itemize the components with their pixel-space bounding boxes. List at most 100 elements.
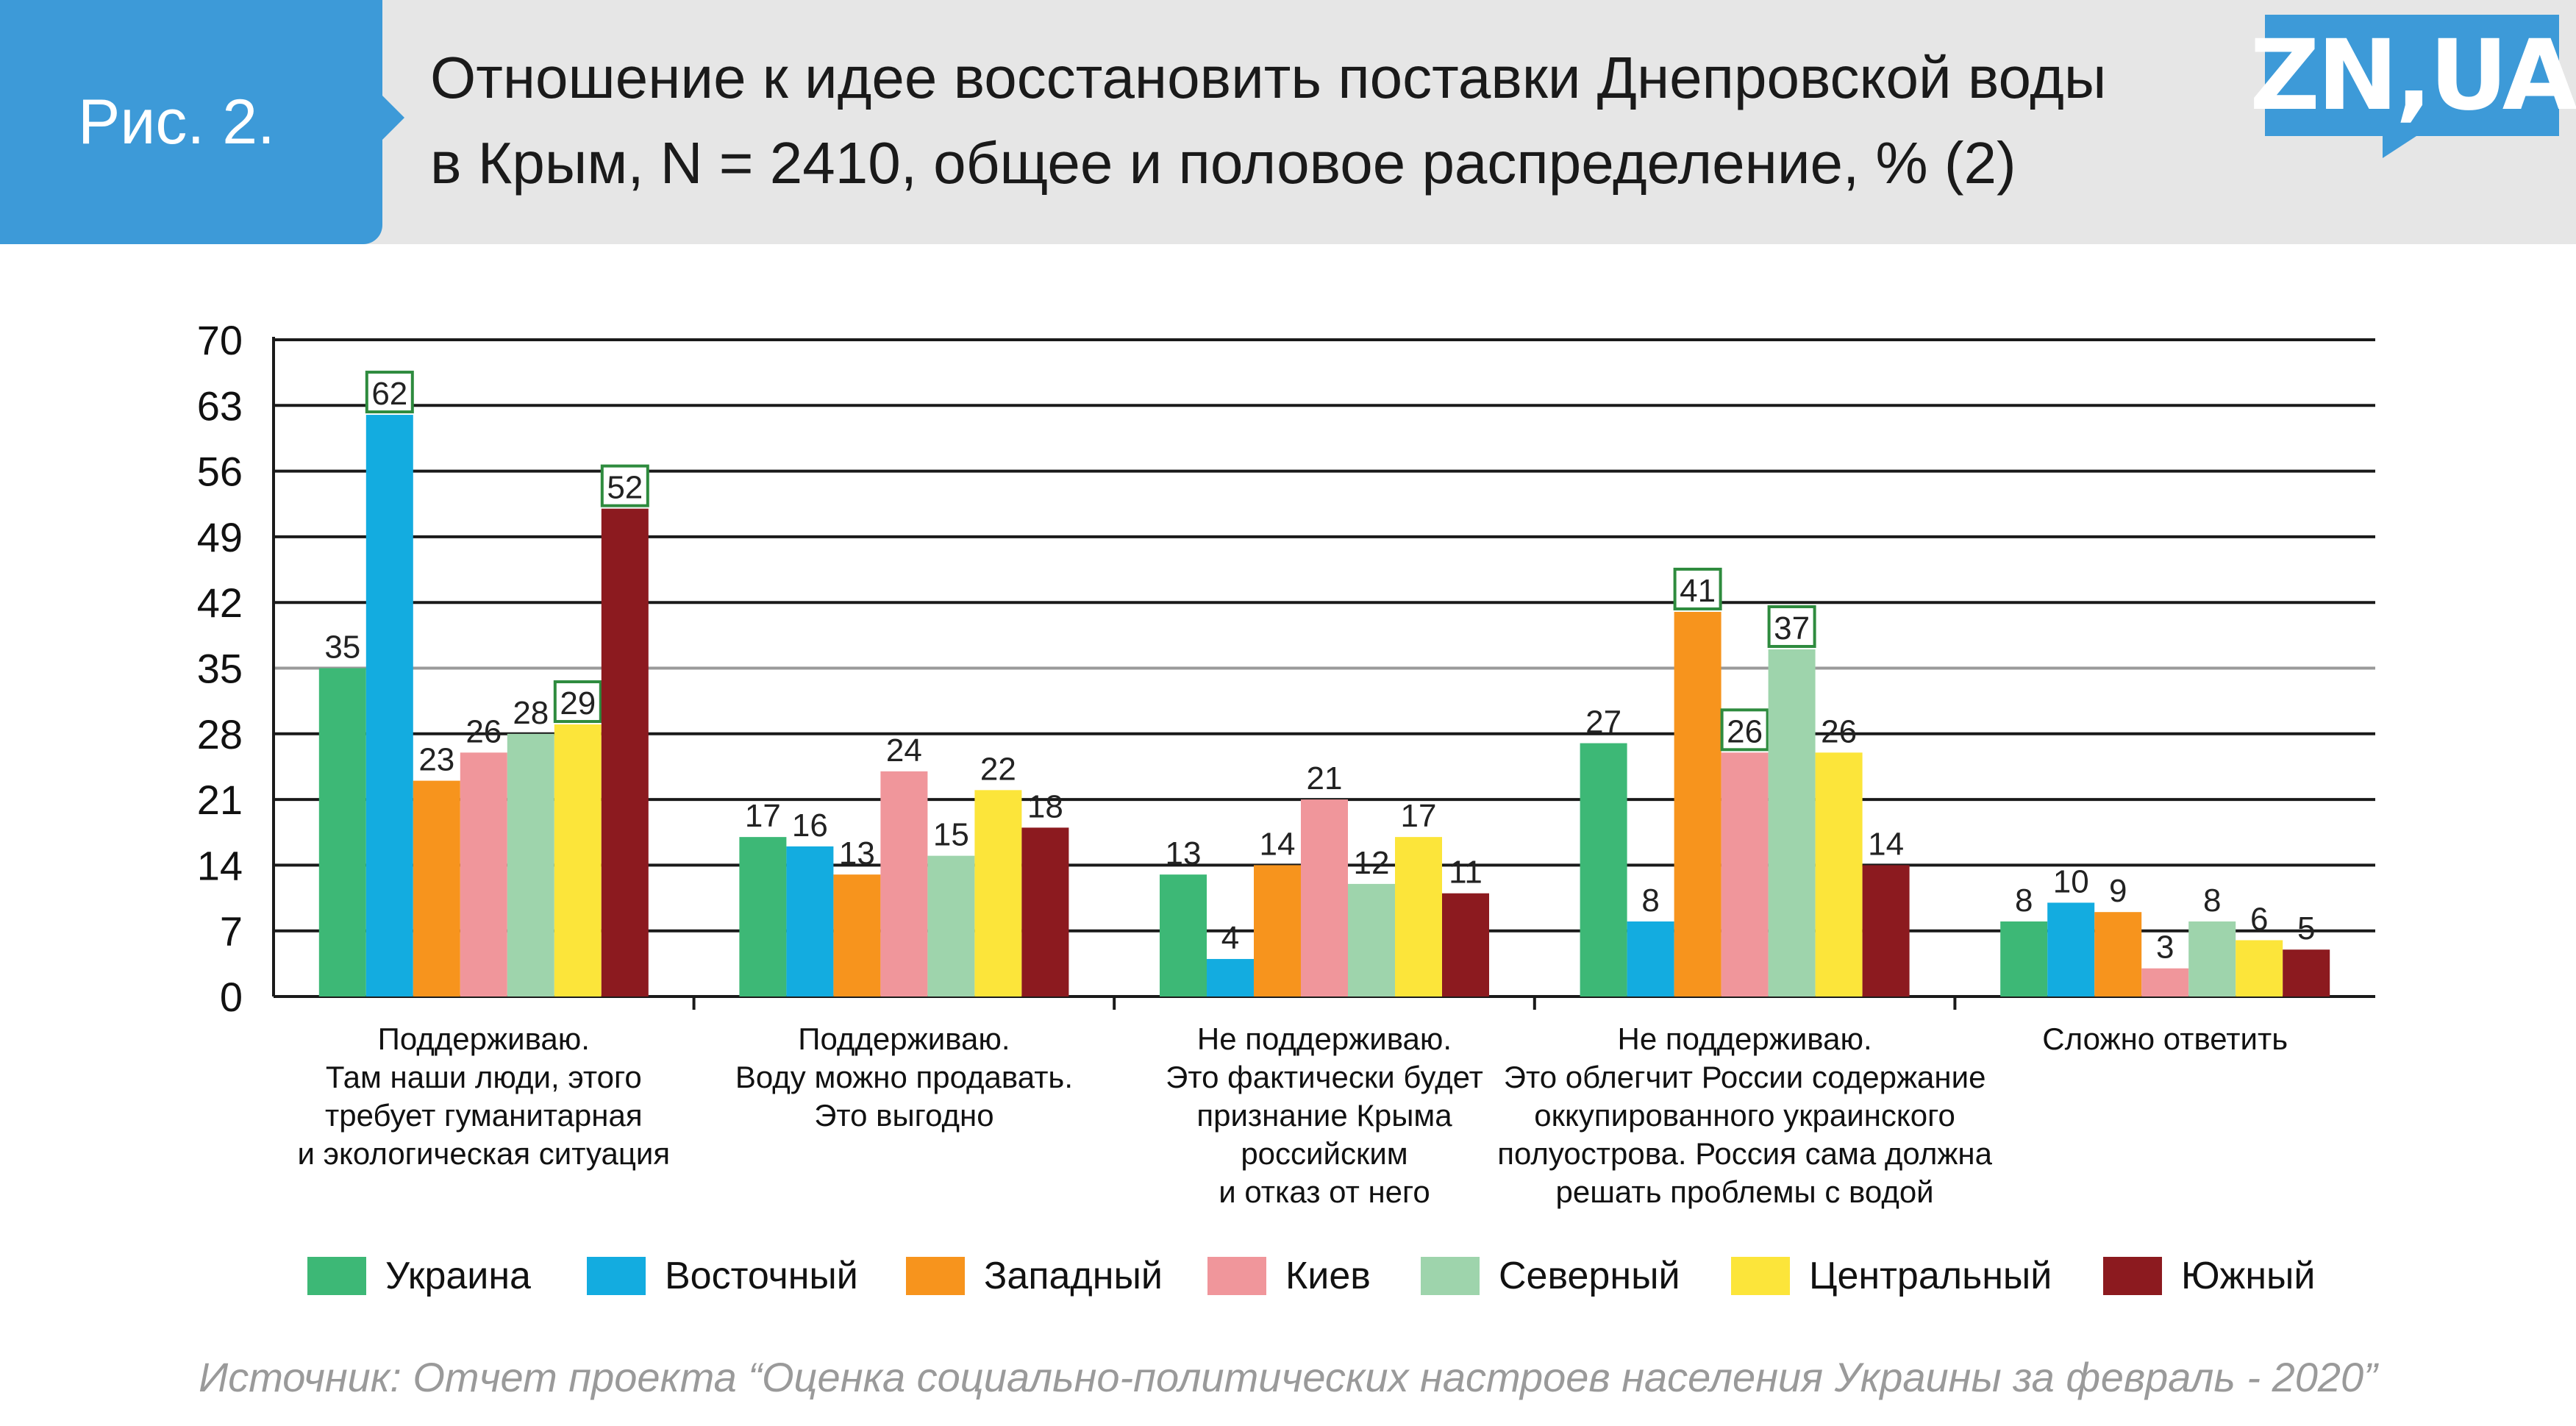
data-label: 27	[1585, 705, 1621, 741]
y-tick-label: 49	[197, 514, 243, 560]
bar	[1815, 752, 1863, 997]
bar	[1160, 874, 1207, 997]
logo-tail	[2383, 136, 2416, 158]
data-label: 26	[465, 713, 502, 749]
data-label: 21	[1307, 760, 1343, 796]
bar	[2094, 912, 2142, 997]
data-label-highlight-box	[553, 680, 602, 724]
legend-item: Центральный	[1731, 1250, 2052, 1302]
data-label: 62	[371, 376, 407, 412]
bar	[1721, 752, 1769, 997]
category-label: Не поддерживаю.	[1197, 1022, 1452, 1056]
bar	[1862, 865, 1910, 997]
bar	[2141, 968, 2189, 997]
legend-swatch	[906, 1257, 965, 1295]
source-note: Источник: Отчет проекта “Оценка социальн…	[199, 1354, 2377, 1400]
y-tick-label: 7	[220, 908, 243, 955]
chart-title-line-1: Отношение к идее восстановить поставки Д…	[430, 45, 2107, 110]
category-label: Это облегчит России содержание	[1504, 1060, 1986, 1094]
bar	[318, 668, 366, 997]
bar	[2283, 949, 2330, 997]
bar	[833, 874, 881, 997]
category-label: Воду можно продавать.	[735, 1060, 1073, 1094]
legend-item: Западный	[906, 1250, 1163, 1302]
data-label: 8	[1641, 883, 1659, 919]
category-label: решать проблемы с водой	[1556, 1174, 1934, 1209]
legend-swatch	[1731, 1257, 1790, 1295]
bar	[507, 733, 554, 997]
figure-label: Рис. 2.	[78, 86, 275, 157]
y-tick-label: 0	[220, 974, 243, 1020]
bar	[1254, 865, 1301, 997]
category-label: оккупированного украинского	[1534, 1098, 1955, 1133]
data-label: 6	[2250, 901, 2268, 937]
data-label: 28	[513, 695, 549, 731]
data-label: 4	[1221, 920, 1239, 956]
data-label: 10	[2053, 863, 2089, 899]
data-label: 14	[1260, 826, 1296, 862]
legend-swatch	[1207, 1257, 1266, 1295]
bar	[2047, 902, 2095, 997]
category-label: Там наши люди, этого	[326, 1060, 642, 1094]
data-label-highlight-box	[600, 464, 649, 507]
bar	[1580, 743, 1627, 997]
chart-title-line-2: в Крым, N = 2410, общее и половое распре…	[430, 130, 2016, 196]
category-label: признание Крыма	[1196, 1098, 1452, 1133]
data-label: 22	[980, 751, 1016, 787]
data-label: 17	[1401, 798, 1437, 834]
bar	[2000, 921, 2048, 997]
legend-swatch	[587, 1257, 646, 1295]
y-tick-label: 63	[197, 382, 243, 429]
bar	[739, 837, 787, 997]
category-label: полуострова. Россия сама должна	[1497, 1136, 1992, 1171]
data-label: 41	[1680, 573, 1716, 609]
legend-swatch	[2103, 1257, 2162, 1295]
legend-swatch	[1421, 1257, 1480, 1295]
data-label: 35	[324, 630, 360, 666]
y-tick-label: 35	[197, 646, 243, 692]
bar	[1021, 827, 1069, 997]
legend-label: Центральный	[1809, 1255, 2052, 1297]
data-label: 11	[1449, 855, 1483, 891]
data-label: 8	[2015, 883, 2033, 919]
legend-item: Украина	[307, 1250, 531, 1302]
data-label: 24	[886, 732, 922, 769]
category-label: Это фактически будет	[1166, 1060, 1483, 1094]
data-label: 18	[1027, 788, 1063, 824]
category-label: и отказ от него	[1219, 1174, 1430, 1209]
legend-label: Украина	[385, 1255, 531, 1297]
category-label: и экологическая ситуация	[298, 1136, 671, 1171]
data-label: 16	[792, 808, 828, 844]
category-label: российским	[1241, 1136, 1407, 1171]
y-tick-label: 21	[197, 777, 243, 823]
bar	[2188, 921, 2236, 997]
bar	[1301, 799, 1348, 997]
bar	[601, 508, 649, 997]
chart-title: Отношение к идее восстановить поставки Д…	[430, 35, 2210, 206]
zn-ua-logo[interactable]: ZN,UA	[2249, 15, 2576, 136]
y-tick-label: 14	[197, 842, 243, 888]
data-label-highlight-box	[365, 371, 414, 414]
data-label: 13	[1166, 835, 1202, 871]
y-tick-label: 70	[197, 317, 243, 363]
bar	[1395, 837, 1442, 997]
category-label: Поддерживаю.	[798, 1022, 1010, 1056]
data-label: 8	[2203, 883, 2221, 919]
data-label: 52	[607, 470, 643, 506]
header-band	[0, 0, 2576, 244]
data-label-highlight-box	[1720, 708, 1769, 752]
legend-swatch	[307, 1257, 366, 1295]
chart-legend: Украина Восточный Западный Киев Северный Цент…	[307, 1250, 2469, 1302]
data-label: 13	[839, 835, 875, 871]
data-label: 17	[745, 798, 781, 834]
bar	[1348, 883, 1395, 997]
bar	[1627, 921, 1674, 997]
bar	[1768, 649, 1816, 997]
category-label: требует гуманитарная	[325, 1098, 643, 1133]
legend-item: Южный	[2103, 1250, 2315, 1302]
data-label: 12	[1354, 845, 1390, 881]
y-tick-label: 42	[197, 580, 243, 626]
legend-label: Южный	[2181, 1255, 2316, 1297]
category-label: Поддерживаю.	[378, 1022, 590, 1056]
